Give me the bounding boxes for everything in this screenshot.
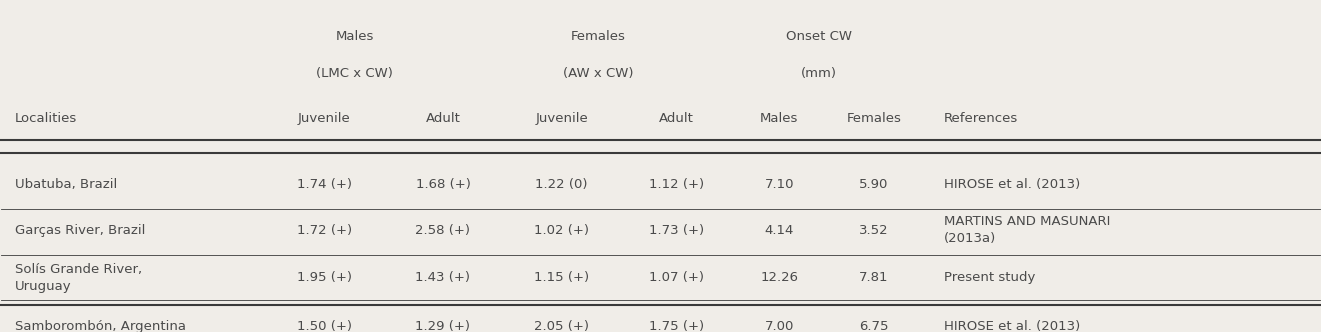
Text: 1.50 (+): 1.50 (+) — [297, 320, 351, 332]
Text: 5.90: 5.90 — [860, 178, 889, 191]
Text: 1.29 (+): 1.29 (+) — [416, 320, 470, 332]
Text: (AW x CW): (AW x CW) — [563, 67, 634, 80]
Text: 7.81: 7.81 — [859, 272, 889, 285]
Text: HIROSE et al. (2013): HIROSE et al. (2013) — [945, 320, 1081, 332]
Text: Onset CW: Onset CW — [786, 30, 852, 42]
Text: 1.95 (+): 1.95 (+) — [297, 272, 351, 285]
Text: 1.07 (+): 1.07 (+) — [649, 272, 704, 285]
Text: References: References — [945, 112, 1018, 125]
Text: Garças River, Brazil: Garças River, Brazil — [15, 224, 145, 237]
Text: 1.12 (+): 1.12 (+) — [649, 178, 704, 191]
Text: Present study: Present study — [945, 272, 1036, 285]
Text: 1.75 (+): 1.75 (+) — [649, 320, 704, 332]
Text: 2.58 (+): 2.58 (+) — [416, 224, 470, 237]
Text: Females: Females — [571, 30, 626, 42]
Text: Samborombón, Argentina: Samborombón, Argentina — [15, 320, 185, 332]
Text: MARTINS AND MASUNARI
(2013a): MARTINS AND MASUNARI (2013a) — [945, 215, 1110, 245]
Text: HIROSE et al. (2013): HIROSE et al. (2013) — [945, 178, 1081, 191]
Text: 1.68 (+): 1.68 (+) — [416, 178, 470, 191]
Text: 7.10: 7.10 — [765, 178, 794, 191]
Text: Adult: Adult — [425, 112, 461, 125]
Text: 2.05 (+): 2.05 (+) — [534, 320, 589, 332]
Text: Females: Females — [847, 112, 901, 125]
Text: 12.26: 12.26 — [760, 272, 798, 285]
Text: 1.43 (+): 1.43 (+) — [416, 272, 470, 285]
Text: 1.15 (+): 1.15 (+) — [534, 272, 589, 285]
Text: Ubatuba, Brazil: Ubatuba, Brazil — [15, 178, 116, 191]
Text: Juvenile: Juvenile — [535, 112, 588, 125]
Text: 1.72 (+): 1.72 (+) — [297, 224, 351, 237]
Text: 6.75: 6.75 — [859, 320, 889, 332]
Text: Localities: Localities — [15, 112, 77, 125]
Text: 3.52: 3.52 — [859, 224, 889, 237]
Text: Males: Males — [760, 112, 798, 125]
Text: 1.22 (0): 1.22 (0) — [535, 178, 588, 191]
Text: 4.14: 4.14 — [765, 224, 794, 237]
Text: (mm): (mm) — [801, 67, 836, 80]
Text: Solís Grande River,
Uruguay: Solís Grande River, Uruguay — [15, 263, 141, 293]
Text: Adult: Adult — [659, 112, 694, 125]
Text: 1.73 (+): 1.73 (+) — [649, 224, 704, 237]
Text: 1.02 (+): 1.02 (+) — [534, 224, 589, 237]
Text: (LMC x CW): (LMC x CW) — [316, 67, 394, 80]
Text: 1.74 (+): 1.74 (+) — [297, 178, 351, 191]
Text: Males: Males — [336, 30, 374, 42]
Text: 7.00: 7.00 — [765, 320, 794, 332]
Text: Juvenile: Juvenile — [299, 112, 351, 125]
